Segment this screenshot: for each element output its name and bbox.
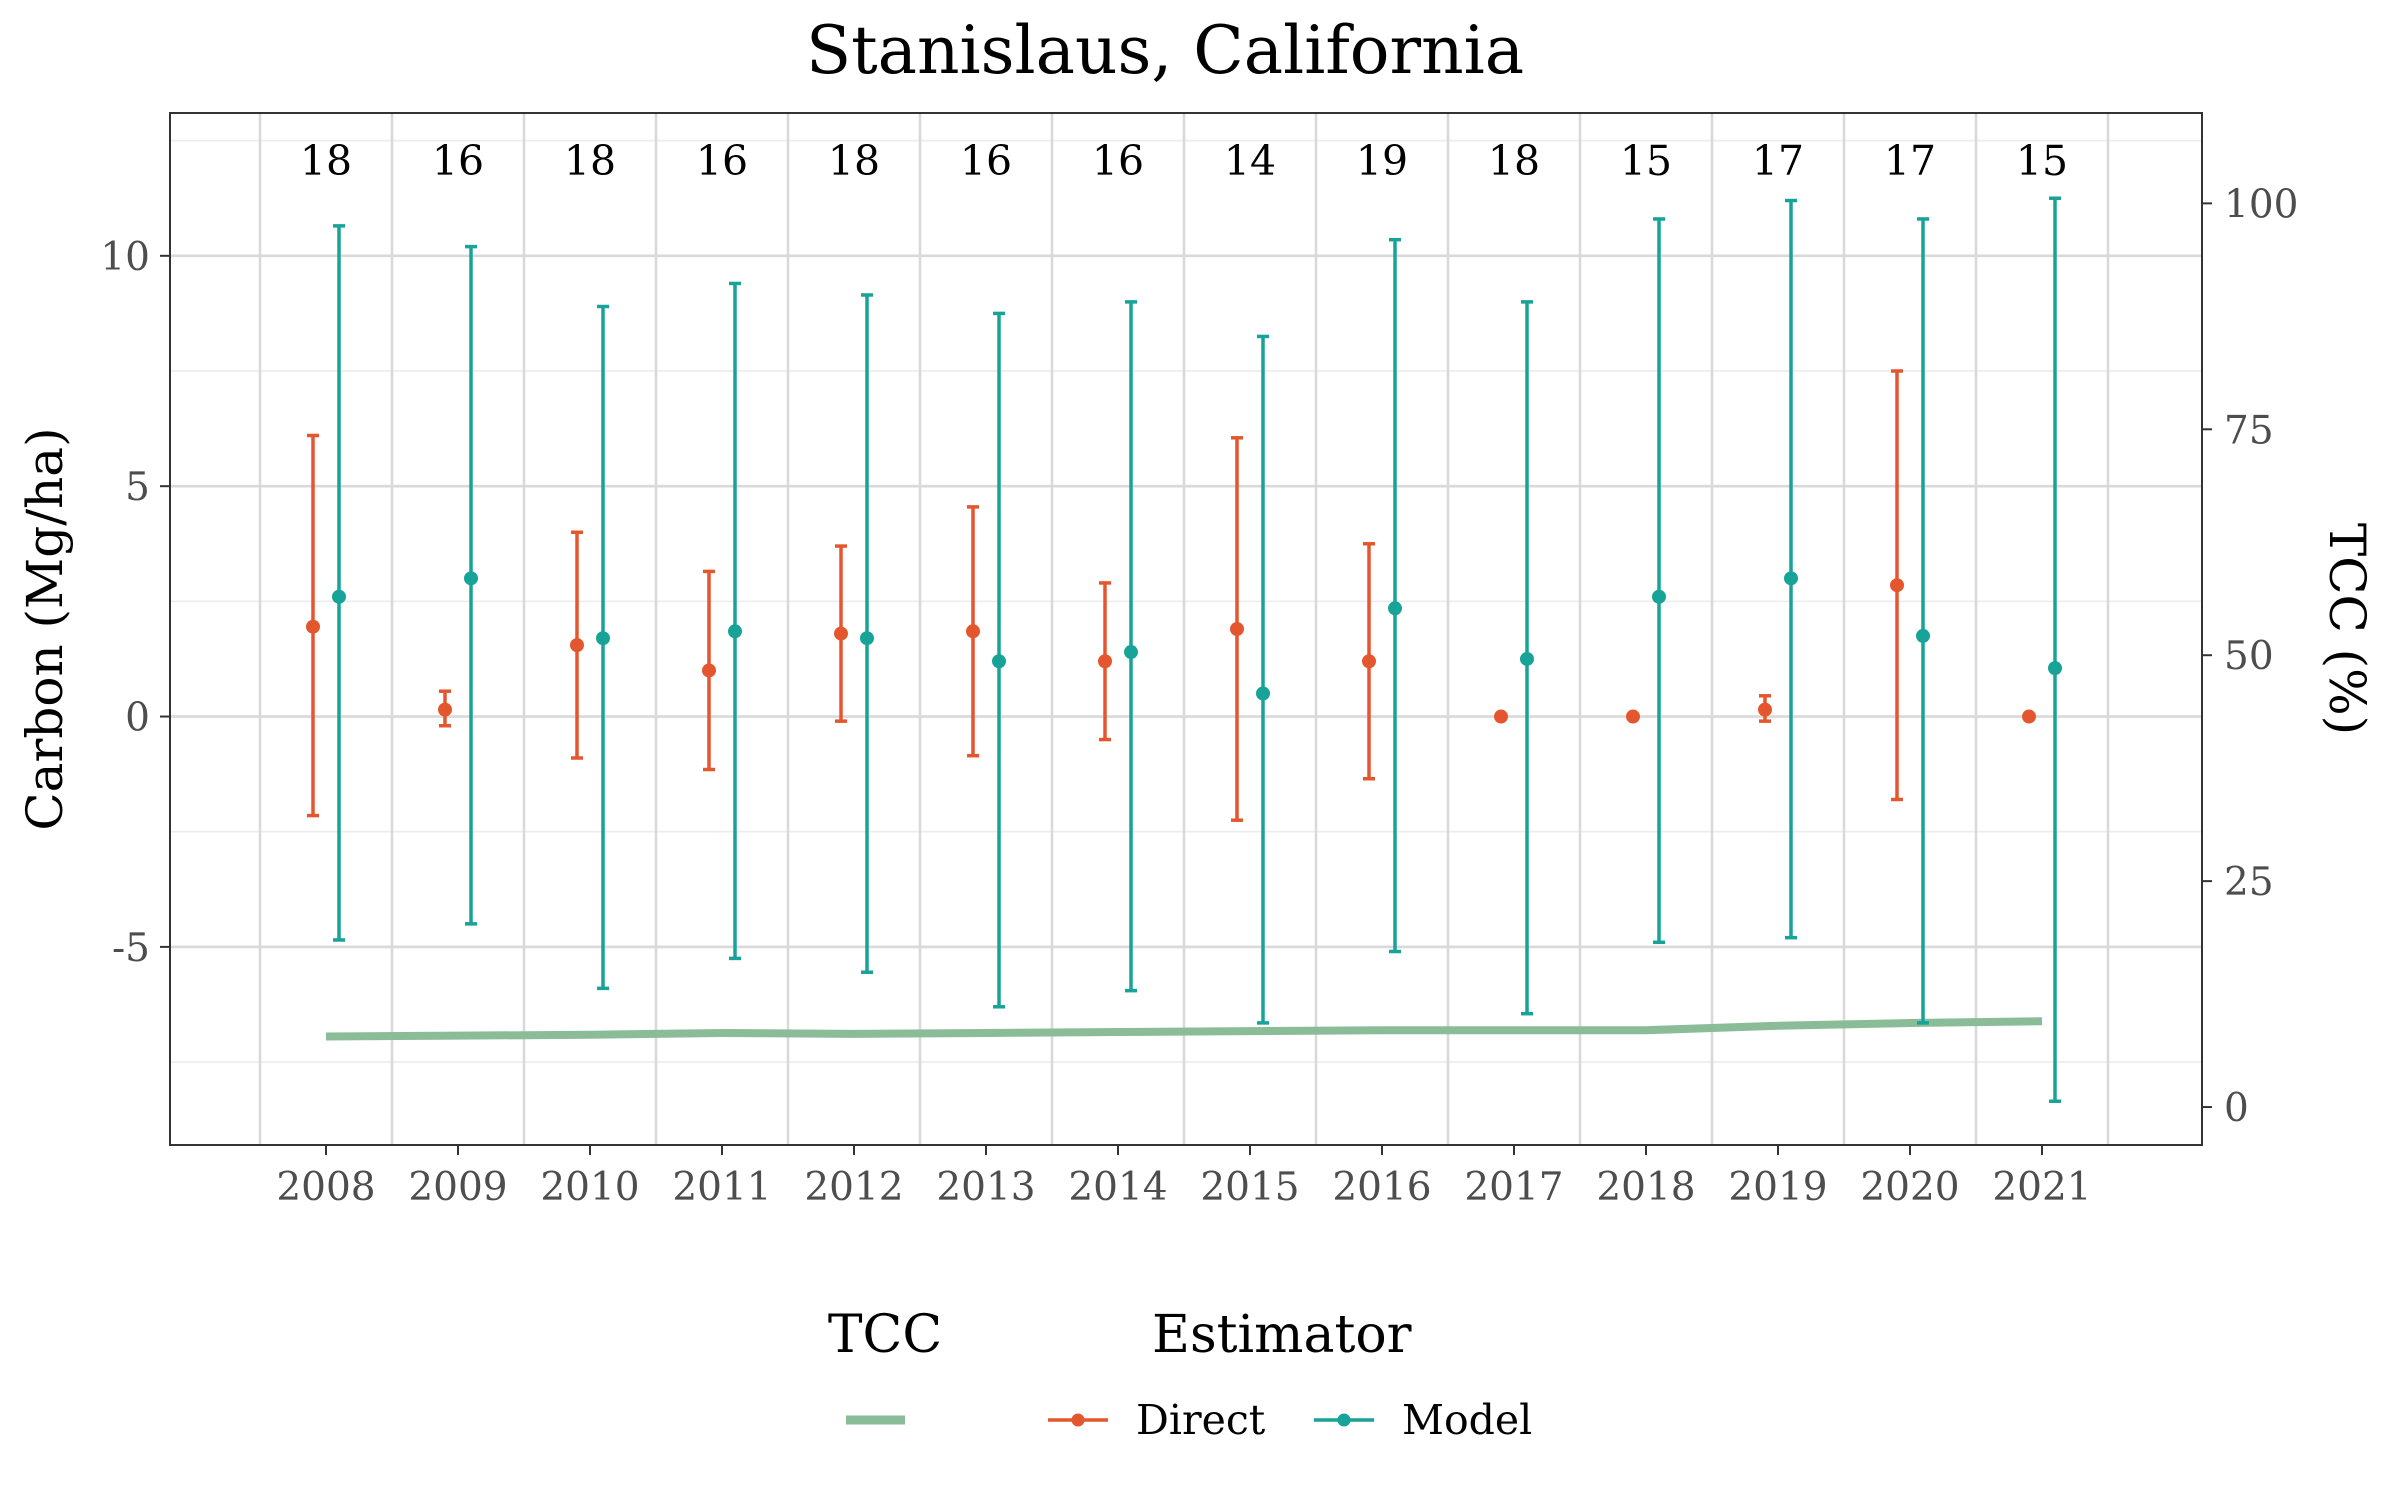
chart-title: Stanislaus, California	[806, 12, 1524, 89]
direct-point	[1890, 578, 1904, 593]
legend: TCC Estimator Direct Model	[828, 1305, 1532, 1444]
model-point	[1652, 589, 1666, 604]
y-axis-title: Carbon (Mg/ha)	[16, 427, 74, 830]
model-point	[1388, 601, 1402, 616]
x-tick-label: 2008	[276, 1165, 375, 1210]
model-point	[992, 654, 1006, 669]
legend-title-estimator: Estimator	[1152, 1305, 1412, 1365]
x-tick-label: 2020	[1860, 1165, 1959, 1210]
legend-label-direct: Direct	[1136, 1396, 1266, 1444]
direct-point	[834, 626, 848, 641]
count-label: 18	[300, 137, 352, 185]
legend-label-model: Model	[1402, 1396, 1532, 1444]
count-label: 16	[432, 137, 484, 185]
direct-point	[438, 702, 452, 717]
x-tick-label: 2015	[1200, 1165, 1299, 1210]
count-label: 18	[564, 137, 616, 185]
count-label: 16	[696, 137, 748, 185]
x-tick-label: 2016	[1332, 1165, 1431, 1210]
count-label: 15	[1620, 137, 1672, 185]
direct-point	[702, 663, 716, 678]
direct-point	[966, 624, 980, 639]
count-label: 18	[828, 137, 880, 185]
model-point	[1520, 651, 1534, 666]
y2-axis-title: TCC (%)	[2318, 523, 2376, 735]
direct-point	[1626, 709, 1640, 724]
tcc-line	[325, 1017, 2043, 1041]
count-label: 19	[1356, 137, 1408, 185]
y-tick-label: -5	[112, 926, 150, 971]
series-direct	[306, 369, 2036, 822]
count-label: 16	[960, 137, 1012, 185]
axes: 2008 2009 2010 2011 2012 2013 2014 2015 2016 2017…	[100, 182, 2298, 1210]
direct-point	[1362, 654, 1376, 669]
x-tick-label: 2012	[804, 1165, 903, 1210]
tcc-layer	[325, 1017, 2043, 1041]
x-tick-label: 2010	[540, 1165, 639, 1210]
model-point	[860, 631, 874, 646]
x-tick-label: 2013	[936, 1165, 1035, 1210]
x-tick-label: 2018	[1596, 1165, 1695, 1210]
direct-point	[306, 619, 320, 634]
model-point	[464, 571, 478, 586]
model-point	[332, 589, 346, 604]
y2-tick-label: 25	[2224, 860, 2274, 905]
direct-point	[570, 638, 584, 653]
y-tick-label: 5	[125, 465, 150, 510]
count-label: 18	[1488, 137, 1540, 185]
x-tick-label: 2019	[1728, 1165, 1827, 1210]
count-labels: 18 16 18 16 18 16 16 14 19 18 15 17 17 15	[300, 137, 2068, 185]
direct-point	[1230, 622, 1244, 636]
x-tick-label: 2014	[1068, 1165, 1167, 1210]
model-point	[1124, 645, 1138, 660]
y2-tick-label: 50	[2224, 634, 2274, 679]
x-tick-label: 2009	[408, 1165, 507, 1210]
y-tick-label: 0	[125, 696, 150, 741]
y-tick-label: 10	[100, 235, 150, 280]
plot-panel	[169, 112, 2203, 1146]
count-label: 16	[1092, 137, 1144, 185]
x-tick-label: 2017	[1464, 1165, 1563, 1210]
model-point	[2048, 661, 2062, 676]
y2-tick-label: 0	[2224, 1086, 2249, 1131]
model-point	[728, 624, 742, 639]
model-point	[1916, 628, 1930, 643]
legend-key-model-point	[1337, 1413, 1351, 1427]
legend-key-direct-point	[1071, 1413, 1085, 1427]
y2-tick-label: 100	[2224, 182, 2298, 227]
count-label: 17	[1752, 137, 1804, 185]
grid	[170, 113, 2202, 1145]
direct-point	[2022, 709, 2036, 724]
count-label: 15	[2016, 137, 2068, 185]
y2-tick-label: 75	[2224, 408, 2274, 453]
series-layer	[306, 196, 2062, 1103]
count-label: 17	[1884, 137, 1936, 185]
legend-title-tcc: TCC	[828, 1305, 942, 1365]
series-model	[332, 196, 2062, 1103]
x-tick-label: 2011	[672, 1165, 771, 1210]
x-tick-label: 2021	[1992, 1165, 2091, 1210]
direct-point	[1098, 654, 1112, 669]
direct-point	[1494, 709, 1508, 724]
count-label: 14	[1224, 137, 1276, 185]
model-point	[596, 631, 610, 646]
model-point	[1256, 686, 1270, 701]
direct-point	[1758, 702, 1772, 717]
model-point	[1784, 571, 1798, 586]
